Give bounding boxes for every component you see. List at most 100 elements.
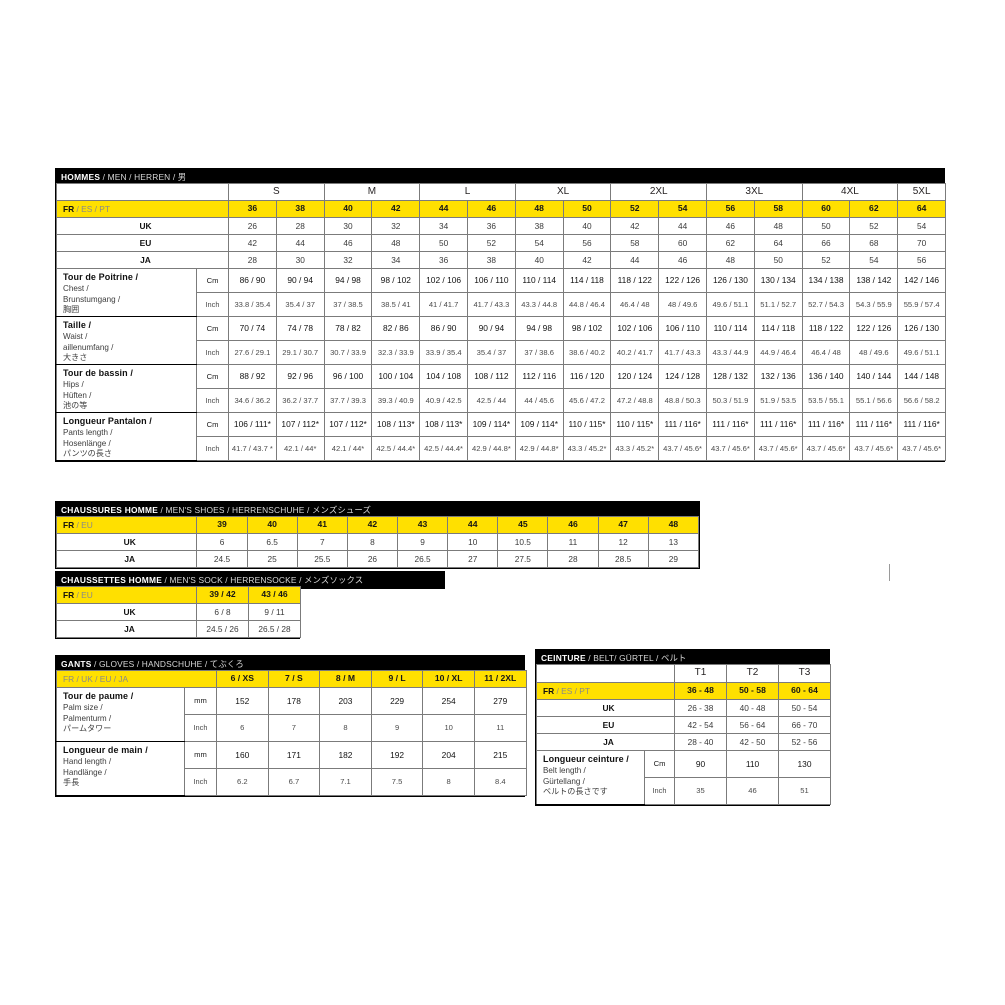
cell-belt-inch: 35 [674, 777, 727, 805]
cell-measure-cm: 104 / 108 [419, 364, 468, 389]
cell-eu: 42 [228, 234, 277, 252]
cell-measure-inch: 56.6 / 58.2 [897, 388, 947, 413]
socks-banner-main: CHAUSSETTES HOMME [61, 575, 163, 585]
cell-uk: 34 [419, 217, 468, 235]
measure-label: Tour de Poitrine / Chest / Brunstumgang / 胸… [56, 268, 197, 317]
cell-ja: 48 [706, 251, 755, 269]
cell-fr-es-pt: 38 [275, 200, 325, 218]
cell-measure-cm: 136 / 140 [801, 364, 851, 389]
cell-measure-inch: 43.7 / 45.6* [897, 436, 947, 461]
cell-measure-inch: 39.3 / 40.9 [371, 388, 421, 413]
cell-gloves-inch: 10 [422, 714, 475, 742]
cell-gloves-mm: 215 [473, 741, 527, 769]
row-measure-inch: Inch 33.8 / 35.4 35.4 / 37 37 / 38.5 38.5 / … [57, 292, 947, 317]
cell-measure-cm: 108 / 113* [419, 412, 468, 437]
cell-belt-inch: 46 [726, 777, 779, 805]
row-measure-inch: Inch 41.7 / 43.7 * 42.1 / 44* 42.1 / 44* 42.… [57, 436, 947, 461]
belt-section-banner: CEINTURE / BELT/ GÜRTEL / ベルト [535, 649, 830, 667]
cell-measure-cm: 111 / 116* [658, 412, 708, 437]
cell-measure-cm: 82 / 86 [371, 316, 421, 341]
cell-shoes-uk: 7 [296, 533, 348, 551]
cell-measure-cm: 74 / 78 [275, 316, 325, 341]
cell-measure-cm: 106 / 110 [658, 316, 708, 341]
cell-measure-cm: 134 / 138 [801, 268, 851, 293]
cell-measure-cm: 126 / 130 [706, 268, 755, 293]
row-label-socks-ja: JA [56, 620, 197, 638]
belt-group-T2: T2 [726, 664, 779, 683]
cell-measure-inch: 43.3 / 45.2* [562, 436, 612, 461]
cell-eu: 64 [753, 234, 803, 252]
cell-measure-cm: 122 / 126 [658, 268, 708, 293]
cell-fr-es-pt: 64 [897, 200, 947, 218]
cell-shoes-ja: 26.5 [396, 550, 449, 568]
row-belt-uk: UK 26 - 38 40 - 48 50 - 54 [536, 699, 831, 717]
cell-measure-inch: 41.7 / 43.3 [658, 340, 708, 365]
cell-measure-cm: 102 / 106 [610, 316, 660, 341]
cell-belt-cm: 110 [726, 750, 779, 778]
cell-belt-uk: 40 - 48 [726, 699, 779, 717]
cell-measure-inch: 42.5 / 44.4* [371, 436, 421, 461]
measure-label: Longueur Pantalon / Pants length / Hosenlä… [56, 412, 197, 461]
cell-uk: 46 [706, 217, 755, 235]
cell-measure-cm: 124 / 128 [658, 364, 708, 389]
row-shoes-ja: JA 24.5 25 25.5 26 26.5 27 27.5 28 28.5 29 [55, 550, 700, 568]
shoes-banner-rest: / MEN'S SHOES / HERRENSCHUHE / メンズシューズ [158, 505, 372, 515]
cell-uk: 48 [753, 217, 803, 235]
cell-socks-ja: 26.5 / 28 [248, 620, 301, 638]
cell-measure-cm: 110 / 114 [706, 316, 755, 341]
cell-measure-cm: 111 / 116* [897, 412, 947, 437]
cell-measure-inch: 35.4 / 37 [467, 340, 516, 365]
cell-fr-es-pt: 52 [610, 200, 660, 218]
cell-belt-fr-es-pt: 60 - 64 [778, 682, 831, 700]
cell-measure-inch: 43.7 / 45.6* [706, 436, 755, 461]
cell-measure-cm: 98 / 102 [371, 268, 421, 293]
size-group-M: M [323, 183, 421, 201]
cell-eu: 56 [562, 234, 612, 252]
cell-shoes-uk: 6.5 [246, 533, 298, 551]
cell-measure-inch: 48 / 49.6 [658, 292, 708, 317]
cell-measure-cm: 110 / 114 [514, 268, 564, 293]
cell-measure-cm: 116 / 120 [562, 364, 612, 389]
cell-belt-fr-es-pt: 36 - 48 [674, 682, 727, 700]
cell-measure-cm: 112 / 116 [514, 364, 564, 389]
empty-corner [56, 183, 229, 201]
cell-eu: 44 [275, 234, 325, 252]
cell-measure-cm: 118 / 122 [610, 268, 660, 293]
cell-measure-inch: 51.1 / 52.7 [753, 292, 803, 317]
cell-measure-cm: 92 / 96 [275, 364, 325, 389]
size-group-4XL: 4XL [801, 183, 899, 201]
unit-cm: Cm [196, 268, 229, 293]
cell-measure-inch: 50.3 / 51.9 [706, 388, 755, 413]
cell-uk: 38 [514, 217, 564, 235]
cell-shoes-uk: 13 [647, 533, 700, 551]
cell-gloves-mm: 192 [370, 741, 424, 769]
cell-eu: 48 [371, 234, 421, 252]
cell-measure-cm: 111 / 116* [801, 412, 851, 437]
cell-measure-inch: 33.9 / 35.4 [419, 340, 468, 365]
cell-measure-inch: 52.7 / 54.3 [801, 292, 851, 317]
cell-fr-es-pt: 50 [562, 200, 612, 218]
cell-socks-ja: 24.5 / 26 [196, 620, 249, 638]
cell-measure-inch: 53.5 / 55.1 [801, 388, 851, 413]
cell-ja: 56 [897, 251, 947, 269]
belt-banner-main: CEINTURE [541, 653, 586, 663]
cell-measure-inch: 44.9 / 46.4 [753, 340, 803, 365]
cell-measure-inch: 43.7 / 45.6* [801, 436, 851, 461]
cell-measure-cm: 111 / 116* [706, 412, 755, 437]
cell-gloves-size: 10 / XL [422, 670, 475, 688]
cell-belt-ja: 52 - 56 [778, 733, 831, 751]
cell-uk: 28 [275, 217, 325, 235]
cell-measure-inch: 55.1 / 56.6 [849, 388, 899, 413]
cell-fr-es-pt: 44 [419, 200, 468, 218]
unit-inch: Inch [184, 768, 217, 796]
cell-belt-uk: 50 - 54 [778, 699, 831, 717]
cell-fr-es-pt: 46 [467, 200, 516, 218]
cell-gloves-inch: 11 [473, 714, 527, 742]
cell-measure-inch: 45.6 / 47.2 [562, 388, 612, 413]
cell-measure-cm: 138 / 142 [849, 268, 899, 293]
cell-measure-cm: 114 / 118 [562, 268, 612, 293]
